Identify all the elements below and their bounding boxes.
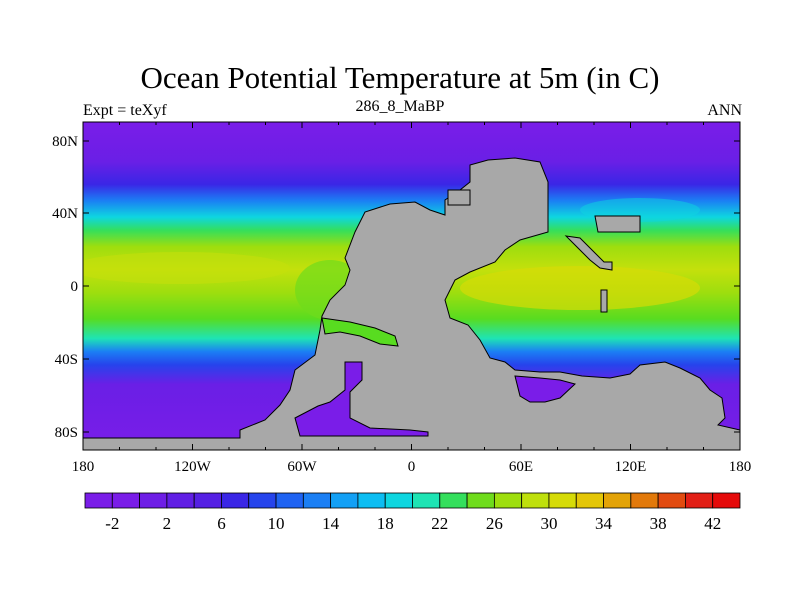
colorbar-box — [657, 492, 686, 509]
land-masses — [83, 157, 740, 450]
colorbar-label: 2 — [163, 514, 172, 533]
lon-tick-label: 180 — [729, 459, 752, 475]
colorbar-label: -2 — [105, 514, 119, 533]
latitude-axis: 80N 40N 0 40S 80S — [52, 134, 740, 441]
lon-tick-label: 60E — [509, 459, 533, 475]
lon-tick-label: 120E — [615, 459, 647, 475]
lon-tick-label: 120W — [174, 459, 212, 475]
colorbar-label: 26 — [486, 514, 503, 533]
lat-tick-label: 80S — [55, 425, 78, 441]
experiment-label: Expt = teXyf — [83, 102, 167, 119]
inland-sea-south — [321, 317, 399, 347]
colorbar-box — [275, 492, 304, 509]
warm-band-west — [83, 252, 290, 284]
colorbar-box — [521, 492, 550, 509]
island-northeast — [594, 215, 641, 233]
colorbar-label: 34 — [595, 514, 613, 533]
colorbar-box — [630, 492, 659, 509]
lon-tick-label: 180 — [72, 459, 95, 475]
map-title: Ocean Potential Temperature at 5m (in C) — [140, 60, 660, 95]
colorbar-box — [111, 492, 140, 509]
small-island-east — [600, 289, 608, 313]
longitude-axis: 180 120W 60W 0 60E 120E 180 — [72, 122, 752, 475]
colorbar-box — [384, 492, 413, 509]
map-plot-area — [83, 122, 740, 450]
lat-tick-label: 0 — [71, 279, 79, 295]
lon-tick-label: 60W — [287, 459, 317, 475]
lat-tick-label: 80N — [52, 134, 78, 150]
colorbar-box — [248, 492, 277, 509]
colorbar-label: 38 — [650, 514, 667, 533]
southern-inlet — [514, 375, 577, 403]
colorbar-box — [221, 492, 250, 509]
peninsula-east — [564, 235, 613, 271]
lon-tick-label: 0 — [408, 459, 416, 475]
colorbar-box — [603, 492, 632, 509]
island-north-small — [447, 189, 471, 206]
colorbar-box — [193, 492, 222, 509]
colorbar-label: 18 — [377, 514, 394, 533]
warm-pool-east — [460, 266, 700, 310]
colorbar-box — [302, 492, 332, 509]
colorbar-box — [439, 492, 468, 509]
colorbar-label: 6 — [217, 514, 226, 533]
pangea-main — [83, 157, 740, 450]
southern-embayment — [294, 361, 429, 437]
lat-tick-label: 40S — [55, 352, 78, 368]
colorbar-box — [166, 492, 195, 509]
colorbar-label: 22 — [431, 514, 448, 533]
colorbar-box — [84, 492, 113, 509]
season-label: ANN — [707, 102, 742, 119]
colorbar-box — [139, 492, 168, 509]
colorbar-box — [493, 492, 523, 509]
colorbar-box — [412, 492, 441, 509]
colorbar-box — [466, 492, 495, 509]
colorbar-box — [330, 492, 359, 509]
colorbar-label: 30 — [540, 514, 557, 533]
colorbar-box — [575, 492, 604, 509]
period-label: 286_8_MaBP — [355, 98, 445, 115]
colorbar: -2 2 6 10 14 18 22 26 30 34 38 42 — [84, 492, 741, 533]
lat-tick-label: 40N — [52, 206, 78, 222]
colorbar-box — [685, 492, 714, 509]
colorbar-box — [357, 492, 386, 509]
colorbar-label: 14 — [322, 514, 340, 533]
colorbar-box — [712, 492, 741, 509]
colorbar-box — [548, 492, 577, 509]
colorbar-label: 42 — [704, 514, 721, 533]
colorbar-label: 10 — [268, 514, 285, 533]
